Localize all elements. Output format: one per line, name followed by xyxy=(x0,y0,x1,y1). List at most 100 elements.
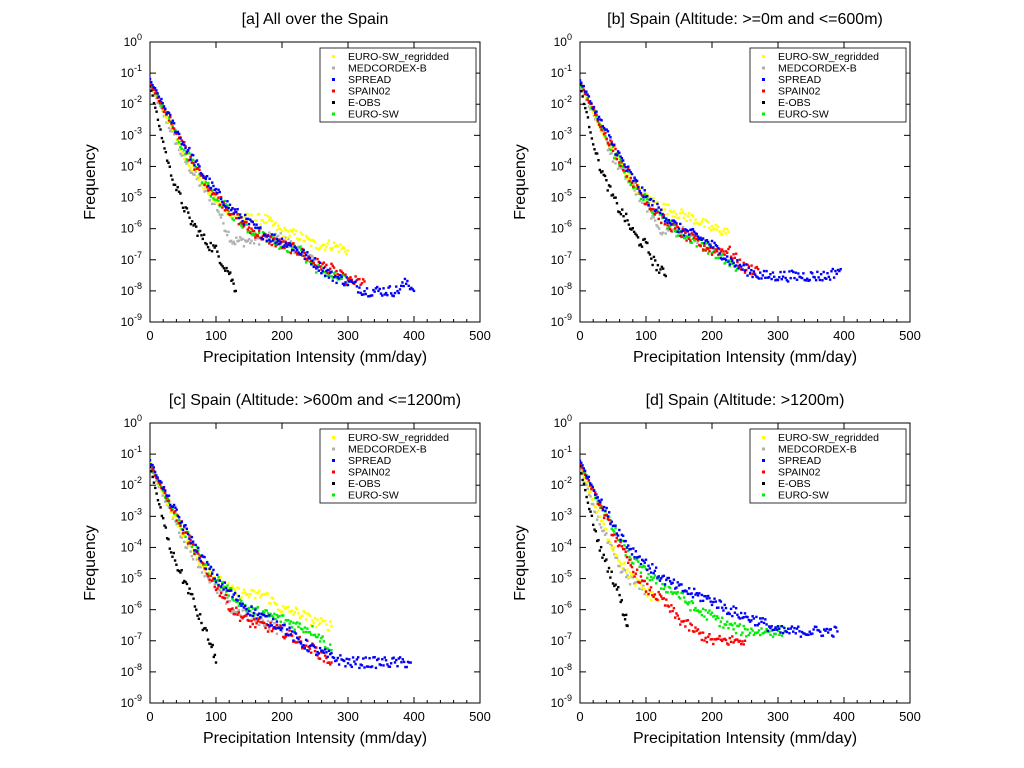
y-tick-label: 10-7 xyxy=(551,631,572,648)
data-point xyxy=(235,600,238,604)
data-point xyxy=(705,219,709,223)
y-tick-label: 10-5 xyxy=(121,188,142,205)
data-point xyxy=(643,237,646,241)
data-point xyxy=(174,142,177,145)
data-point xyxy=(799,276,803,279)
x-axis-label: Precipitation Intensity (mm/day) xyxy=(633,730,857,747)
data-point xyxy=(166,504,169,507)
data-point xyxy=(682,234,686,237)
data-point xyxy=(238,619,242,623)
data-point xyxy=(719,254,723,257)
data-point xyxy=(710,251,714,255)
data-point xyxy=(580,461,583,465)
data-point xyxy=(241,617,244,620)
data-point xyxy=(710,253,714,256)
data-point xyxy=(379,292,383,295)
data-point xyxy=(340,247,343,251)
data-point xyxy=(672,210,676,213)
y-tick-label: 10-7 xyxy=(121,250,142,267)
data-point xyxy=(259,223,262,226)
data-point xyxy=(712,246,715,249)
x-tick-label: 0 xyxy=(576,328,583,343)
data-point xyxy=(671,219,674,222)
data-point xyxy=(237,239,241,242)
data-point xyxy=(311,259,314,262)
data-point xyxy=(318,640,322,643)
data-point xyxy=(782,625,785,629)
data-point xyxy=(623,219,627,223)
data-point xyxy=(226,200,229,203)
data-point xyxy=(205,629,208,632)
data-point xyxy=(172,511,176,514)
data-point xyxy=(618,539,621,542)
data-point xyxy=(642,564,645,567)
data-point xyxy=(369,294,373,297)
data-point xyxy=(341,658,345,662)
data-point xyxy=(237,213,241,217)
data-point xyxy=(285,243,289,247)
data-point xyxy=(151,89,154,92)
data-point xyxy=(290,242,294,246)
data-point xyxy=(652,576,655,579)
data-point xyxy=(606,149,610,152)
data-point xyxy=(199,560,202,563)
data-point xyxy=(231,598,234,601)
data-point xyxy=(261,619,265,622)
data-point xyxy=(767,276,771,279)
data-point xyxy=(621,539,625,542)
data-point xyxy=(616,157,620,160)
data-point xyxy=(677,231,681,234)
data-point xyxy=(226,212,229,215)
data-point xyxy=(691,630,695,633)
data-point xyxy=(233,610,237,614)
data-point xyxy=(402,284,405,288)
legend-marker xyxy=(332,459,335,462)
data-point xyxy=(709,638,712,641)
data-point xyxy=(769,626,772,630)
data-point xyxy=(204,567,208,571)
data-point xyxy=(580,79,582,82)
data-point xyxy=(203,575,206,578)
data-point xyxy=(313,649,317,653)
data-point xyxy=(675,222,678,225)
data-point xyxy=(207,563,210,566)
data-point xyxy=(634,584,637,587)
legend-label: MEDCORDEX-B xyxy=(778,444,857,456)
data-point xyxy=(297,612,300,615)
data-point xyxy=(764,276,767,279)
data-point xyxy=(184,145,187,148)
data-point xyxy=(696,241,699,244)
data-point xyxy=(597,123,601,126)
data-point xyxy=(194,169,197,172)
data-point xyxy=(723,253,726,256)
data-point xyxy=(723,227,726,230)
data-point xyxy=(793,276,796,280)
data-point xyxy=(622,562,625,565)
data-point xyxy=(256,234,260,237)
legend-label: SPREAD xyxy=(778,455,822,467)
data-point xyxy=(290,626,294,629)
data-point xyxy=(175,138,178,142)
data-point xyxy=(191,558,195,561)
data-point xyxy=(723,262,726,265)
data-point xyxy=(339,269,342,272)
data-point xyxy=(208,581,211,584)
data-point xyxy=(327,273,331,277)
data-point xyxy=(270,596,274,599)
data-point xyxy=(360,664,364,667)
data-point xyxy=(602,136,606,139)
data-point xyxy=(284,245,288,249)
data-point xyxy=(171,125,175,128)
data-point xyxy=(581,95,584,98)
data-point xyxy=(294,606,298,610)
data-point xyxy=(213,576,216,579)
data-point xyxy=(191,161,195,165)
data-point xyxy=(687,629,691,632)
data-point xyxy=(273,233,276,236)
data-point xyxy=(757,267,760,271)
data-point xyxy=(611,549,615,552)
data-point xyxy=(592,523,595,527)
data-point xyxy=(190,153,194,156)
data-point xyxy=(323,265,327,268)
series-spread xyxy=(580,79,842,283)
